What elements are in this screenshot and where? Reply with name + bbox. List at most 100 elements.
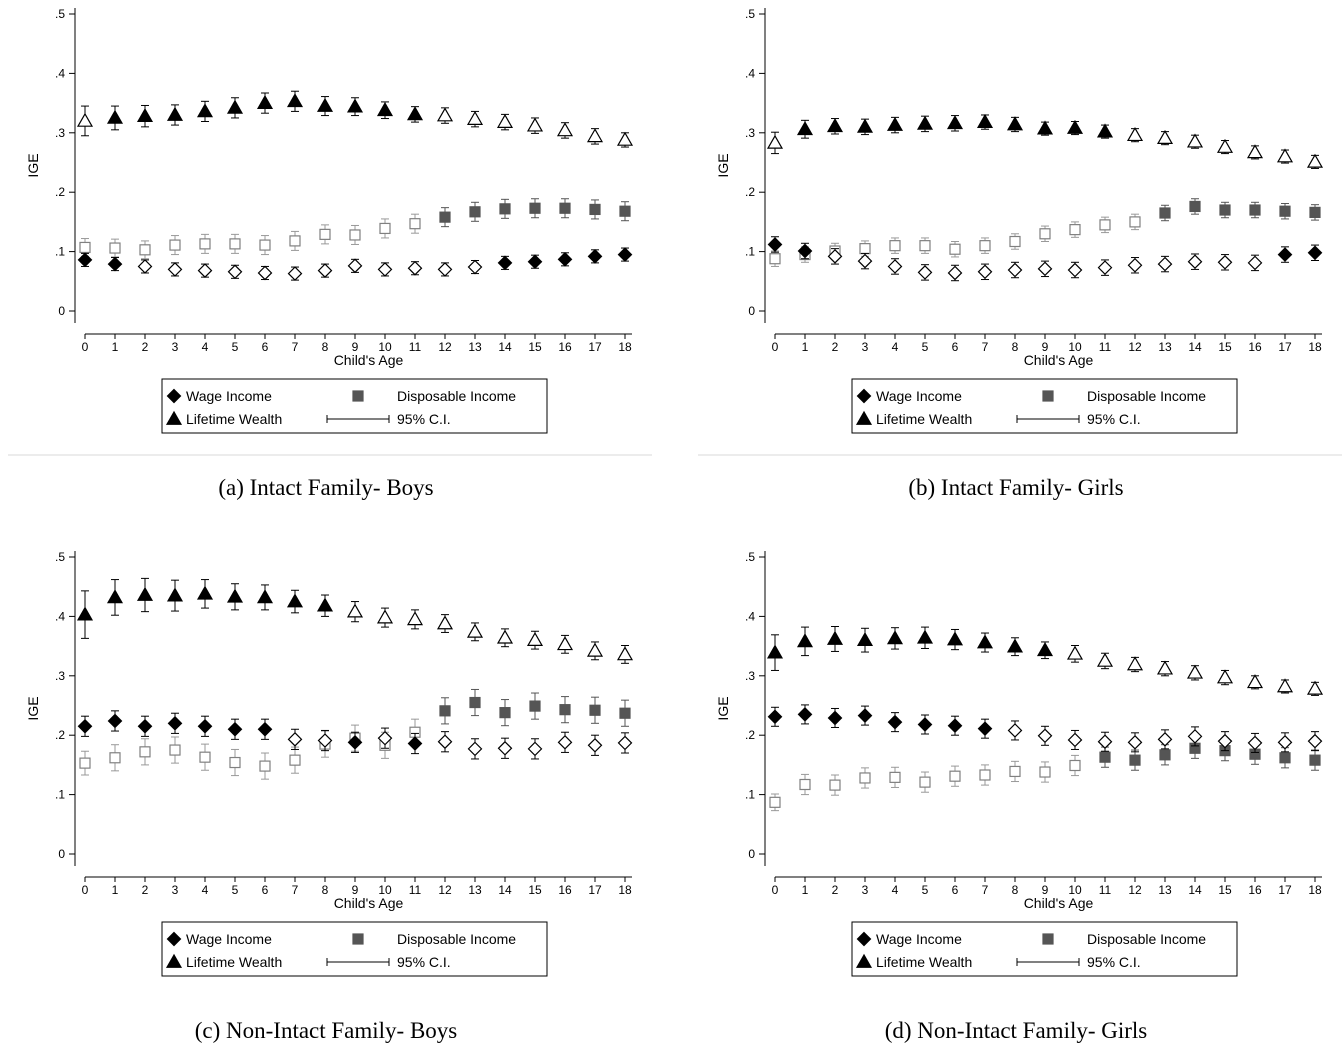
data-point [1156, 129, 1174, 144]
data-point [319, 228, 331, 240]
y-tick-label: .2 [745, 728, 755, 742]
data-point [106, 109, 124, 124]
data-point [316, 597, 334, 612]
y-tick-label: .2 [55, 185, 65, 199]
x-tick-label: 7 [292, 340, 299, 354]
data-point [1126, 656, 1144, 671]
y-axis-title: IGE [715, 696, 731, 720]
x-tick-label: 15 [528, 340, 542, 354]
data-point [467, 259, 483, 275]
data-point [977, 264, 993, 280]
data-point [436, 615, 454, 630]
data-point [229, 756, 241, 769]
series-wage-income [767, 236, 1323, 282]
data-point [617, 735, 633, 751]
data-point [407, 260, 423, 276]
y-tick-label: 0 [748, 304, 755, 318]
data-point [919, 240, 931, 252]
x-tick-label: 17 [1278, 883, 1292, 897]
data-point [1216, 138, 1234, 153]
data-point [1099, 219, 1111, 231]
data-point [1007, 262, 1023, 278]
data-point [437, 262, 453, 277]
data-point [887, 259, 903, 274]
data-point [167, 262, 183, 277]
legend-disposable-marker [352, 933, 364, 945]
data-point [916, 629, 934, 644]
data-point [496, 113, 514, 128]
data-point [889, 771, 901, 783]
data-point [889, 240, 901, 252]
data-point [79, 241, 91, 254]
x-tick-label: 3 [172, 883, 179, 897]
data-point [1127, 257, 1143, 273]
x-tick-label: 0 [772, 340, 779, 354]
y-tick-label: .1 [55, 788, 65, 802]
y-tick-label: .4 [745, 66, 755, 80]
data-point [766, 644, 784, 659]
data-point [917, 717, 933, 732]
data-point [406, 611, 424, 626]
data-point [407, 736, 423, 751]
y-tick-label: .2 [745, 185, 755, 199]
y-tick-label: .3 [55, 669, 65, 683]
data-point [1187, 254, 1203, 270]
x-tick-label: 0 [772, 883, 779, 897]
x-tick-label: 13 [468, 883, 482, 897]
data-point [796, 121, 814, 136]
data-point [316, 97, 334, 112]
data-point [856, 631, 874, 647]
data-point [409, 218, 421, 230]
data-point [77, 718, 93, 734]
data-point [466, 110, 484, 125]
legend-wage-marker [166, 931, 182, 947]
legend-box [851, 378, 1238, 434]
data-point [767, 709, 783, 725]
x-tick-label: 8 [322, 883, 329, 897]
data-point [226, 99, 244, 114]
data-point [1099, 751, 1111, 763]
y-axis-title: IGE [25, 696, 41, 720]
x-tick-label: 6 [952, 883, 959, 897]
data-point [259, 239, 271, 251]
data-point [587, 249, 603, 264]
data-point [1066, 119, 1084, 134]
data-point [286, 593, 304, 608]
data-point [317, 263, 333, 278]
data-point [1006, 638, 1024, 653]
legend: Wage Income Disposable Income Lifetime Wea… [161, 921, 548, 977]
data-point [137, 718, 153, 734]
data-point [439, 705, 451, 717]
data-point [769, 796, 781, 808]
data-point [136, 107, 154, 123]
data-point [947, 718, 963, 734]
data-point [557, 251, 573, 267]
data-point [1307, 245, 1323, 261]
data-point [77, 252, 93, 268]
x-tick-label: 18 [618, 883, 632, 897]
legend-box [161, 378, 548, 434]
data-point [169, 239, 181, 251]
data-point [199, 751, 211, 763]
data-point [586, 642, 604, 657]
data-point [1097, 260, 1113, 275]
data-point [559, 704, 571, 716]
series-lifetime-wealth [766, 113, 1324, 169]
data-point [226, 588, 244, 603]
x-tick-label: 17 [1278, 340, 1292, 354]
data-point [1276, 148, 1294, 163]
legend-wealth-marker [165, 410, 183, 425]
data-point [586, 128, 604, 143]
y-tick-label: .4 [55, 66, 65, 80]
x-tick-label: 3 [862, 340, 869, 354]
data-point [139, 244, 151, 256]
data-point [827, 249, 843, 264]
x-tick-label: 11 [1099, 883, 1112, 897]
data-point [916, 115, 934, 130]
x-tick-label: 2 [832, 883, 839, 897]
data-point [616, 646, 634, 661]
x-tick-label: 5 [232, 883, 239, 897]
x-tick-label: 10 [378, 883, 392, 897]
data-point [1247, 255, 1263, 271]
x-tick-label: 5 [232, 340, 239, 354]
